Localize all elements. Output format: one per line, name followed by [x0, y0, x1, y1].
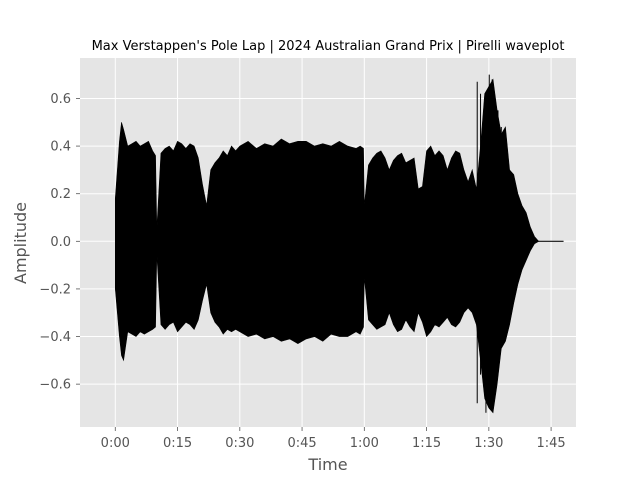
x-tick-label: 1:00 — [350, 436, 379, 451]
x-tick-label: 0:15 — [163, 436, 192, 451]
x-tick-label: 0:30 — [225, 436, 254, 451]
y-tick-label: 0.0 — [50, 235, 71, 250]
x-tick-label: 1:15 — [412, 436, 441, 451]
y-tick-label: 0.4 — [50, 140, 71, 155]
y-tick-label: 0.2 — [50, 187, 71, 202]
y-tick-label: −0.2 — [39, 282, 71, 297]
y-tick-label: 0.6 — [50, 92, 71, 107]
y-tick-label: −0.6 — [39, 378, 71, 393]
x-axis-ticks: 0:00 0:15 0:30 0:45 1:00 1:15 1:30 1:45 — [101, 427, 566, 451]
x-tick-label: 1:45 — [536, 436, 565, 451]
chart-title: Max Verstappen's Pole Lap | 2024 Austral… — [92, 39, 565, 54]
waveform — [114, 74, 564, 414]
y-axis-label: Amplitude — [11, 202, 30, 284]
x-axis-label: Time — [307, 455, 347, 474]
y-axis-ticks: −0.6 −0.4 −0.2 0.0 0.2 0.4 0.6 — [39, 92, 80, 393]
x-tick-label: 1:30 — [474, 436, 503, 451]
x-tick-label: 0:00 — [101, 436, 130, 451]
y-tick-label: −0.4 — [39, 330, 71, 345]
x-tick-label: 0:45 — [287, 436, 316, 451]
